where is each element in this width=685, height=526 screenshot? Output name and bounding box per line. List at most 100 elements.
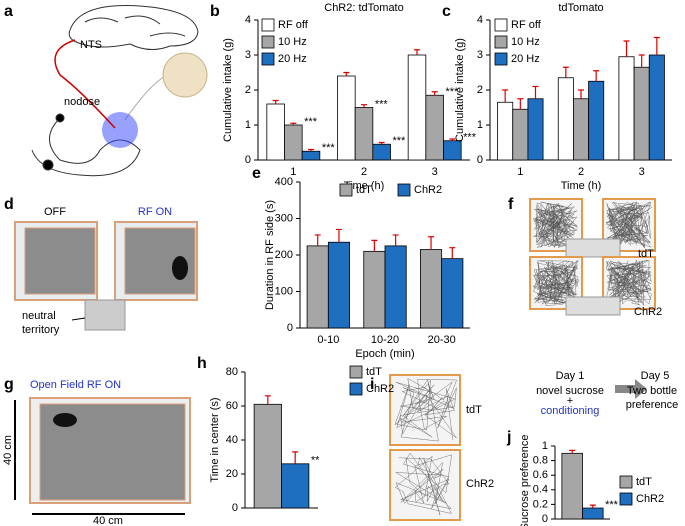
error-bar	[361, 104, 367, 108]
label: Open Field RF ON	[30, 379, 121, 391]
y-axis-label: Time in center (s)	[209, 397, 221, 482]
legend-label: 10 Hz	[511, 36, 540, 48]
legend-swatch	[349, 382, 363, 396]
legend-label: RF off	[511, 19, 542, 31]
tracks	[389, 374, 461, 521]
y-tick-label: 0.8	[533, 455, 548, 467]
bar	[327, 241, 350, 329]
x-tick-label: 0-10	[317, 334, 339, 346]
corridor	[565, 296, 621, 316]
error-bar	[569, 449, 576, 454]
arrow	[615, 379, 647, 399]
label: Day 5	[641, 370, 670, 382]
bar	[354, 107, 374, 161]
label: ChR2	[466, 478, 494, 490]
y-tick-label: 0	[245, 154, 251, 166]
tracks	[529, 198, 656, 316]
label: tdT	[638, 248, 654, 260]
legend-label: 20 Hz	[278, 53, 307, 65]
y-tick-label: 2	[245, 84, 251, 96]
x-axis-label: Epoch (min)	[355, 348, 414, 360]
error-bar	[378, 141, 385, 145]
bar	[301, 150, 321, 161]
bar	[372, 143, 391, 161]
legend-label: tdT	[356, 184, 372, 196]
error-bar	[314, 234, 321, 246]
y-axis-label: Sucrose preference	[519, 435, 531, 526]
y-tick-label: 4	[245, 14, 251, 26]
y-tick-label: 0	[477, 154, 483, 166]
legend-swatch	[349, 365, 363, 379]
legend-swatch	[261, 52, 275, 66]
chart-title: tdTomato	[558, 2, 603, 14]
error-bar	[371, 239, 378, 252]
y-tick-label: 0.2	[533, 498, 548, 510]
error-bar	[532, 85, 539, 99]
bar	[618, 56, 635, 161]
error-bar	[272, 99, 279, 104]
y-tick-label: 0	[542, 513, 548, 525]
vagal-path	[54, 39, 116, 129]
label: nodose	[64, 96, 100, 108]
bar	[582, 507, 604, 520]
y-tick-label: 80	[226, 366, 238, 378]
label: territory	[22, 324, 60, 336]
y-axis-label: Cumulative intake (g)	[454, 38, 466, 142]
panel-letter: d	[4, 196, 14, 213]
legend-swatch	[494, 52, 508, 66]
label: preference	[626, 399, 679, 411]
trajectory	[532, 201, 578, 249]
bar	[561, 452, 583, 520]
y-tick-label: 1	[245, 119, 251, 131]
legend-swatch	[261, 18, 275, 32]
bar	[384, 245, 407, 329]
bar	[253, 403, 282, 509]
label: conditioning	[541, 405, 600, 417]
y-tick-label: 0	[287, 322, 293, 334]
y-tick-label: 40	[226, 434, 238, 446]
label: 40 cm	[93, 515, 123, 526]
error-bar	[414, 49, 420, 55]
bar	[420, 249, 443, 329]
label: NTS	[80, 39, 102, 51]
annotation: ***	[375, 98, 389, 110]
error-bar	[449, 138, 456, 141]
legend-label: ChR2	[414, 184, 442, 196]
bar	[648, 54, 665, 161]
y-tick-label: 1	[477, 119, 483, 131]
error-bar	[431, 91, 438, 96]
bar	[557, 77, 574, 161]
y-tick-label: 0.4	[533, 484, 548, 496]
bar	[306, 245, 329, 329]
y-tick-label: 2	[477, 84, 483, 96]
label: Two bottle	[627, 385, 677, 397]
error-bar	[502, 89, 509, 103]
error-bar	[290, 122, 297, 125]
error-bar	[517, 98, 524, 110]
bar	[443, 140, 462, 161]
x-tick-label: 2	[361, 166, 367, 178]
bar	[633, 66, 650, 161]
panel-letter: b	[210, 3, 220, 20]
x-axis-label: Time (h)	[561, 180, 602, 192]
label: neutral	[22, 310, 56, 322]
error-bar	[638, 54, 645, 68]
y-tick-label: 4	[477, 14, 483, 26]
open-field-sketch	[14, 397, 191, 515]
trajectory	[394, 378, 457, 442]
bar	[497, 101, 514, 161]
bar	[512, 108, 529, 161]
legend-swatch	[397, 183, 411, 197]
legend-label: ChR2	[366, 383, 394, 395]
panel-letter: f	[508, 196, 514, 213]
error-bar	[449, 247, 456, 259]
legend-label: ChR2	[636, 493, 664, 505]
label: 40 cm	[2, 435, 14, 465]
trajectory	[394, 452, 452, 516]
panel-letter: e	[252, 165, 261, 182]
panel-letter: j	[506, 429, 511, 446]
annotation: ***	[393, 135, 407, 147]
y-tick-label: 100	[275, 285, 293, 297]
legend-label: 20 Hz	[511, 53, 540, 65]
